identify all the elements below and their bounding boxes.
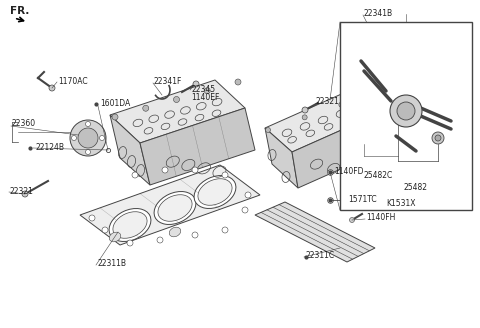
- Text: 1140FH: 1140FH: [366, 214, 396, 222]
- Text: 22321: 22321: [10, 187, 34, 195]
- Text: 22311C: 22311C: [305, 252, 334, 260]
- Circle shape: [22, 191, 28, 197]
- Text: 22311B: 22311B: [98, 259, 127, 269]
- Text: 22321: 22321: [316, 97, 340, 107]
- Polygon shape: [110, 115, 150, 185]
- Bar: [340, 22, 472, 210]
- Polygon shape: [292, 112, 388, 188]
- Text: 22341F: 22341F: [154, 77, 182, 87]
- Circle shape: [127, 240, 133, 246]
- Circle shape: [435, 135, 441, 141]
- Circle shape: [70, 120, 106, 156]
- Circle shape: [222, 227, 228, 233]
- Circle shape: [102, 227, 108, 233]
- Polygon shape: [80, 165, 260, 245]
- Circle shape: [85, 121, 91, 127]
- Circle shape: [390, 95, 422, 127]
- Text: 22341B: 22341B: [364, 10, 393, 18]
- Circle shape: [72, 135, 76, 140]
- Circle shape: [173, 96, 180, 102]
- Circle shape: [222, 172, 228, 178]
- Text: 1140FD: 1140FD: [334, 168, 363, 176]
- Text: 22360: 22360: [12, 119, 36, 129]
- Text: 1140EF: 1140EF: [191, 92, 219, 101]
- Text: 25482: 25482: [403, 182, 427, 192]
- Polygon shape: [265, 88, 382, 152]
- Circle shape: [49, 85, 55, 91]
- Ellipse shape: [113, 212, 147, 238]
- Text: 22124B: 22124B: [35, 142, 64, 152]
- Circle shape: [265, 128, 271, 133]
- Ellipse shape: [158, 195, 192, 221]
- Polygon shape: [255, 202, 375, 262]
- Circle shape: [375, 90, 381, 94]
- Polygon shape: [140, 108, 255, 185]
- Circle shape: [339, 102, 344, 107]
- Text: 1601DA: 1601DA: [100, 99, 130, 109]
- Circle shape: [112, 114, 118, 120]
- Ellipse shape: [154, 192, 196, 224]
- Circle shape: [302, 107, 308, 113]
- Circle shape: [397, 102, 415, 120]
- Circle shape: [193, 81, 199, 87]
- Circle shape: [204, 88, 210, 94]
- Circle shape: [157, 237, 163, 243]
- Circle shape: [132, 172, 138, 178]
- Circle shape: [99, 135, 105, 140]
- Text: FR.: FR.: [10, 6, 29, 16]
- Polygon shape: [110, 80, 245, 143]
- Circle shape: [432, 132, 444, 144]
- Text: 1170AC: 1170AC: [58, 76, 88, 86]
- Circle shape: [192, 167, 198, 173]
- Text: 25482C: 25482C: [364, 172, 393, 180]
- Circle shape: [162, 167, 168, 173]
- Circle shape: [78, 128, 98, 148]
- Circle shape: [302, 115, 307, 120]
- Ellipse shape: [109, 232, 121, 242]
- Circle shape: [235, 79, 241, 85]
- Ellipse shape: [198, 179, 232, 205]
- Circle shape: [242, 207, 248, 213]
- Circle shape: [245, 192, 251, 198]
- Circle shape: [192, 232, 198, 238]
- Text: K1531X: K1531X: [386, 198, 416, 208]
- Circle shape: [89, 215, 95, 221]
- Text: 1571TC: 1571TC: [348, 195, 377, 204]
- Polygon shape: [265, 128, 298, 188]
- Circle shape: [143, 105, 149, 111]
- Ellipse shape: [169, 227, 181, 237]
- Text: 22345: 22345: [191, 85, 215, 93]
- Ellipse shape: [194, 175, 236, 209]
- Circle shape: [349, 217, 355, 222]
- Ellipse shape: [109, 209, 151, 241]
- Circle shape: [85, 150, 91, 154]
